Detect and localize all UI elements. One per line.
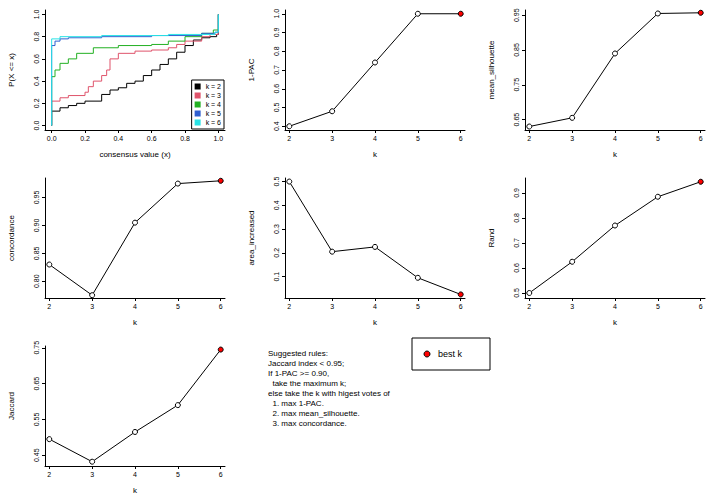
svg-text:5: 5 — [656, 303, 660, 310]
svg-text:5: 5 — [176, 471, 180, 478]
svg-text:4: 4 — [613, 135, 617, 142]
svg-text:k: k — [133, 486, 138, 495]
svg-text:Jaccard: Jaccard — [7, 392, 16, 420]
svg-text:0.90: 0.90 — [33, 219, 40, 233]
svg-text:0.8: 0.8 — [180, 135, 190, 142]
svg-text:P(X <= x): P(X <= x) — [7, 53, 16, 87]
svg-text:0.7: 0.7 — [513, 238, 520, 248]
svg-text:Suggested rules:: Suggested rules: — [268, 349, 328, 358]
svg-text:4: 4 — [613, 303, 617, 310]
svg-text:0.8: 0.8 — [273, 46, 280, 56]
svg-text:0.65: 0.65 — [513, 113, 520, 127]
svg-text:5: 5 — [416, 303, 420, 310]
svg-text:2: 2 — [47, 471, 51, 478]
svg-text:0.4: 0.4 — [273, 200, 280, 210]
svg-text:0.2: 0.2 — [80, 135, 90, 142]
svg-text:3: 3 — [570, 303, 574, 310]
svg-text:Rand: Rand — [487, 228, 496, 247]
svg-text:5: 5 — [656, 135, 660, 142]
svg-text:3: 3 — [570, 135, 574, 142]
svg-text:0.75: 0.75 — [33, 341, 40, 355]
svg-text:0.6: 0.6 — [33, 54, 40, 64]
svg-text:1.0: 1.0 — [273, 9, 280, 19]
svg-text:k: k — [613, 150, 618, 159]
svg-text:0.5: 0.5 — [273, 103, 280, 113]
svg-text:0.6: 0.6 — [147, 135, 157, 142]
svg-text:0.6: 0.6 — [273, 84, 280, 94]
svg-text:mean_silhouette: mean_silhouette — [487, 40, 496, 99]
svg-text:else take the k with higest vo: else take the k with higest votes of — [268, 389, 391, 398]
svg-text:6: 6 — [699, 303, 703, 310]
svg-text:0.2: 0.2 — [273, 248, 280, 258]
svg-text:6: 6 — [219, 471, 223, 478]
svg-text:0.4: 0.4 — [273, 121, 280, 131]
svg-text:5: 5 — [416, 135, 420, 142]
svg-text:0.5: 0.5 — [513, 288, 520, 298]
svg-text:k: k — [373, 150, 378, 159]
svg-text:4: 4 — [133, 471, 137, 478]
svg-text:k = 3: k = 3 — [206, 92, 221, 99]
svg-text:0.95: 0.95 — [33, 191, 40, 205]
svg-text:2: 2 — [47, 303, 51, 310]
svg-text:2: 2 — [527, 303, 531, 310]
svg-text:0.75: 0.75 — [513, 78, 520, 92]
svg-text:0.8: 0.8 — [513, 213, 520, 223]
svg-text:k: k — [373, 318, 378, 327]
svg-text:0.1: 0.1 — [273, 272, 280, 282]
svg-text:3: 3 — [90, 471, 94, 478]
svg-text:4: 4 — [373, 135, 377, 142]
svg-text:2. max mean_silhouette.: 2. max mean_silhouette. — [268, 409, 360, 418]
svg-text:0.2: 0.2 — [33, 98, 40, 108]
svg-text:0.4: 0.4 — [113, 135, 123, 142]
svg-text:0.4: 0.4 — [33, 76, 40, 86]
svg-text:best k: best k — [438, 349, 463, 359]
svg-text:If 1-PAC >= 0.90,: If 1-PAC >= 0.90, — [268, 369, 329, 378]
svg-text:k: k — [613, 318, 618, 327]
svg-text:6: 6 — [459, 135, 463, 142]
svg-text:0.0: 0.0 — [47, 135, 57, 142]
svg-text:1.0: 1.0 — [213, 135, 223, 142]
svg-text:1.0: 1.0 — [33, 9, 40, 19]
svg-text:k = 6: k = 6 — [206, 119, 221, 126]
svg-text:2: 2 — [287, 303, 291, 310]
svg-text:3. max concordance.: 3. max concordance. — [268, 419, 347, 428]
svg-text:0.5: 0.5 — [273, 177, 280, 187]
svg-text:0.0: 0.0 — [33, 121, 40, 131]
svg-text:6: 6 — [699, 135, 703, 142]
svg-text:0.45: 0.45 — [33, 448, 40, 462]
svg-text:concordance: concordance — [7, 215, 16, 261]
svg-text:0.85: 0.85 — [513, 43, 520, 57]
svg-text:3: 3 — [90, 303, 94, 310]
svg-text:4: 4 — [373, 303, 377, 310]
svg-text:0.3: 0.3 — [273, 224, 280, 234]
svg-text:0.6: 0.6 — [513, 263, 520, 273]
svg-text:area_increased: area_increased — [247, 210, 256, 265]
svg-text:0.85: 0.85 — [33, 246, 40, 260]
svg-text:0.95: 0.95 — [513, 8, 520, 22]
svg-text:0.9: 0.9 — [513, 188, 520, 198]
svg-text:consensus value (x): consensus value (x) — [99, 150, 170, 159]
svg-text:0.9: 0.9 — [273, 28, 280, 38]
svg-text:0.55: 0.55 — [33, 413, 40, 427]
svg-text:2: 2 — [287, 135, 291, 142]
svg-text:4: 4 — [133, 303, 137, 310]
svg-text:1-PAC: 1-PAC — [247, 58, 256, 81]
svg-text:0.8: 0.8 — [33, 32, 40, 42]
svg-text:0.65: 0.65 — [33, 377, 40, 391]
svg-text:3: 3 — [330, 135, 334, 142]
svg-text:k = 2: k = 2 — [206, 83, 221, 90]
svg-text:2: 2 — [527, 135, 531, 142]
svg-text:k: k — [133, 318, 138, 327]
svg-text:take the maximum k;: take the maximum k; — [268, 379, 346, 388]
svg-text:0.80: 0.80 — [33, 274, 40, 288]
svg-text:6: 6 — [459, 303, 463, 310]
svg-text:k = 5: k = 5 — [206, 110, 221, 117]
svg-text:1. max 1-PAC.: 1. max 1-PAC. — [268, 399, 324, 408]
svg-text:3: 3 — [330, 303, 334, 310]
svg-text:Jaccard index < 0.95;: Jaccard index < 0.95; — [268, 359, 344, 368]
svg-text:k = 4: k = 4 — [206, 101, 221, 108]
svg-text:0.7: 0.7 — [273, 65, 280, 75]
svg-text:6: 6 — [219, 303, 223, 310]
svg-text:5: 5 — [176, 303, 180, 310]
